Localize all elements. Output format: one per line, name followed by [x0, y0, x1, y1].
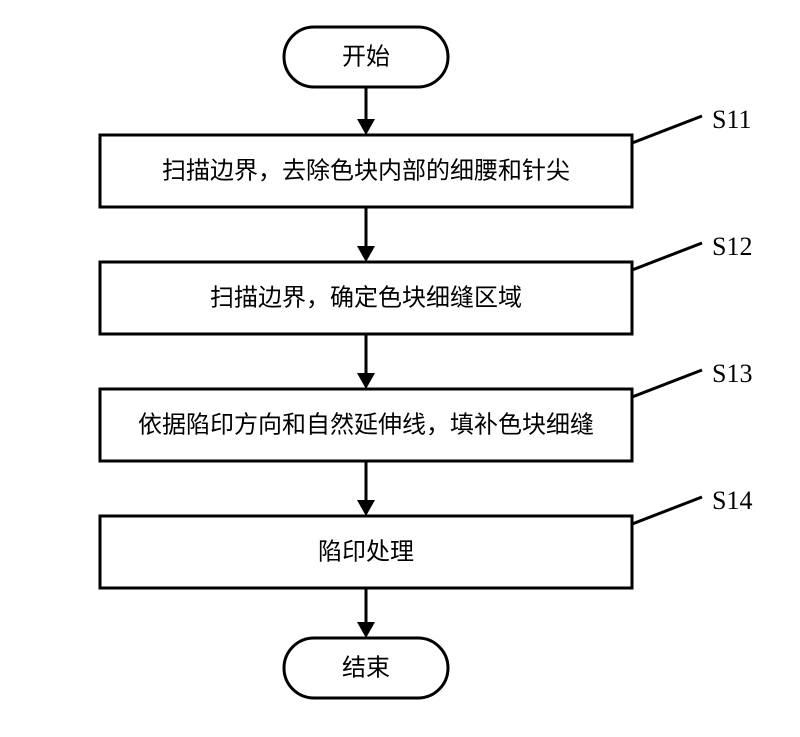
step-3-text: 依据陷印方向和自然延伸线，填补色块细缝: [138, 412, 594, 439]
canvas-background: [0, 0, 800, 737]
step-4-text: 陷印处理: [318, 539, 414, 566]
start-label: 开始: [342, 44, 390, 71]
step-4-id-label: S14: [712, 486, 752, 515]
end-label: 结束: [342, 655, 390, 682]
step-1-text: 扫描边界，去除色块内部的细腰和针尖: [162, 158, 570, 185]
step-3-id-label: S13: [712, 359, 752, 388]
step-2-text: 扫描边界，确定色块细缝区域: [210, 285, 522, 312]
step-2-id-label: S12: [712, 232, 752, 261]
step-1-id-label: S11: [712, 105, 752, 134]
